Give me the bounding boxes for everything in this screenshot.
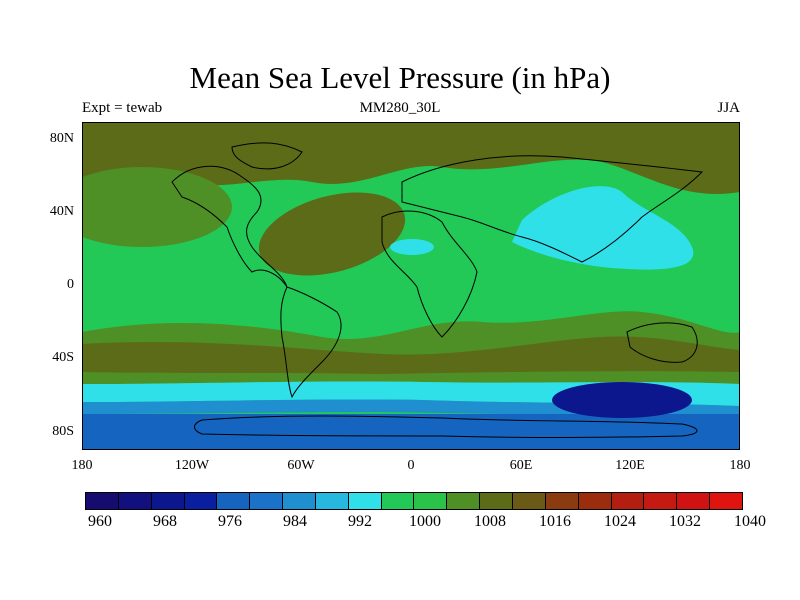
sahara-low [390,239,434,255]
lon-tick-60e: 60E [509,458,533,473]
colorbar-swatch-3 [184,493,218,509]
lat-tick-80n: 80N [49,131,74,146]
colorbar-swatch-16 [611,493,645,509]
lat-tick-40s: 40S [52,350,74,365]
colorbar-swatch-5 [250,493,284,509]
lon-tick-180w: 180 [71,458,93,473]
colorbar-swatch-6 [283,493,316,509]
colorbar-label-1040: 1040 [734,513,766,530]
colorbar-swatch-2 [151,493,185,509]
colorbar-label-992: 992 [348,513,372,530]
pressure-field-svg [82,122,740,450]
colorbar-label-960: 960 [88,513,112,530]
colorbar-swatch-0 [86,493,119,509]
colorbar [85,492,743,510]
greenland-coast [231,142,303,170]
colorbar-swatch-1 [118,493,152,509]
experiment-label: Expt = tewab [82,100,163,116]
atlantic-high [258,192,406,276]
lat-tick-0: 0 [67,277,74,292]
colorbar-swatch-11 [447,493,481,509]
pacific-high [82,167,232,247]
colorbar-label-1008: 1008 [474,513,506,530]
model-label: MM280_30L [359,100,441,116]
colorbar-label-968: 968 [153,513,177,530]
africa-coast [381,210,478,338]
colorbar-swatch-4 [217,493,251,509]
colorbar-label-984: 984 [283,513,307,530]
australia-coast [626,322,698,363]
colorbar-label-1024: 1024 [604,513,636,530]
colorbar-label-976: 976 [218,513,242,530]
pressure-map [82,122,740,450]
south-high-core [82,336,740,374]
south-america-coast [280,286,342,399]
lon-tick-0: 0 [407,458,415,473]
lon-tick-180e: 180 [729,458,751,473]
antarctica-coast [194,415,698,438]
lon-tick-120w: 120W [174,458,210,473]
antarctic-low-field [82,414,740,450]
asian-thermal-low [512,186,694,270]
colorbar-swatch-19 [710,493,742,509]
coastlines [171,142,704,438]
eurasia-coast [401,155,704,263]
colorbar-swatch-18 [677,493,711,509]
colorbar-swatch-9 [381,493,415,509]
colorbar-swatch-14 [545,493,579,509]
colorbar-swatch-17 [644,493,678,509]
lon-tick-60w: 60W [287,458,315,473]
colorbar-label-1016: 1016 [539,513,571,530]
lat-tick-40n: 40N [49,204,74,219]
chart-title: Mean Sea Level Pressure (in hPa) [189,60,611,95]
deep-low-center [552,382,692,418]
season-label: JJA [717,100,740,116]
colorbar-swatch-12 [480,493,513,509]
colorbar-label-1032: 1032 [669,513,701,530]
lon-tick-120e: 120E [615,458,645,473]
colorbar-swatch-10 [414,493,448,509]
lat-tick-80s: 80S [52,424,74,439]
colorbar-label-1000: 1000 [409,513,441,530]
colorbar-swatch-8 [348,493,382,509]
colorbar-swatch-7 [315,493,349,509]
north-america-coast [171,165,288,288]
colorbar-swatch-15 [578,493,612,509]
colorbar-swatch-13 [512,493,546,509]
